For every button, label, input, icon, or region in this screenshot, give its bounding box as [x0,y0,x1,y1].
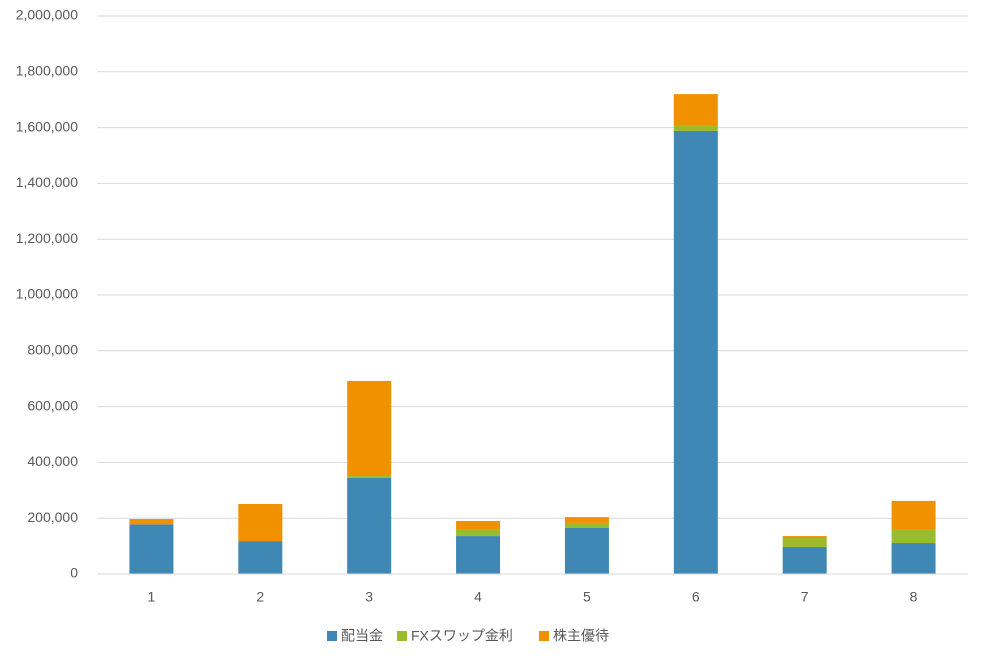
y-tick-label: 1,400,000 [16,174,78,190]
x-tick-label: 4 [474,589,482,605]
y-tick-label: 200,000 [27,509,78,525]
bar-segment [456,529,501,537]
bar-segment [782,536,827,539]
x-tick-label: 2 [256,589,264,605]
y-tick-label: 800,000 [27,342,78,358]
bar-segment [347,380,392,477]
y-tick-label: 1,000,000 [16,286,78,302]
y-tick-label: 0 [70,565,78,581]
bar-segment [891,543,936,574]
y-tick-label: 1,800,000 [16,63,78,79]
bar-segment [564,517,609,523]
y-tick-label: 600,000 [27,397,78,413]
x-tick-label: 7 [801,589,809,605]
y-tick-label: 400,000 [27,453,78,469]
bar-segment [456,536,501,574]
bar-segment [891,500,936,530]
legend-label: 配当金 [341,628,383,644]
y-tick-label: 1,600,000 [16,118,78,134]
bar-segment [891,529,936,544]
bar-segment [673,125,718,131]
bar-segment [564,522,609,528]
bar-segment [347,478,392,574]
bar-segment [238,541,283,574]
bar-segment [673,130,718,574]
y-tick-label: 2,000,000 [16,7,78,23]
x-tick-label: 5 [583,589,591,605]
x-tick-label: 6 [692,589,700,605]
x-tick-label: 8 [910,589,918,605]
bar-segment [564,527,609,574]
legend-swatch [539,631,549,641]
legend-swatch [327,631,337,641]
bar-segment [782,546,827,574]
bar-segment [673,94,718,126]
x-tick-label: 3 [365,589,373,605]
legend-label: 株主優待 [553,628,609,644]
bar-segment [238,503,283,542]
bar-segment [129,524,174,574]
legend-swatch [397,631,407,641]
bar-segment [456,520,501,530]
bar-segment [347,476,392,479]
bar-segment [129,519,174,525]
y-tick-label: 1,200,000 [16,230,78,246]
x-tick-label: 1 [148,589,156,605]
bar-segment [782,538,827,547]
legend-label: FXスワップ金利 [411,628,513,644]
